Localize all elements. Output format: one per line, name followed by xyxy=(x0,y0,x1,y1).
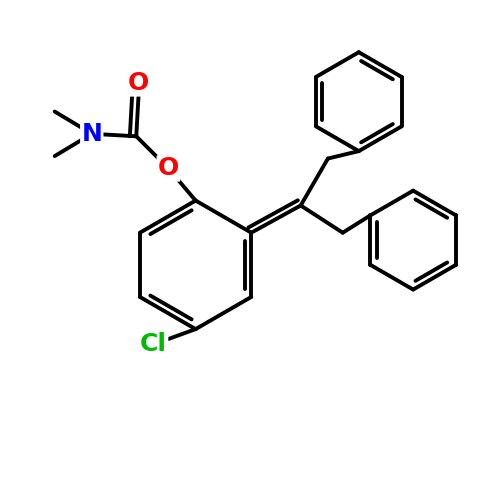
Text: O: O xyxy=(128,72,150,96)
Text: N: N xyxy=(82,122,102,146)
Text: Cl: Cl xyxy=(140,332,167,356)
Text: O: O xyxy=(158,156,179,180)
